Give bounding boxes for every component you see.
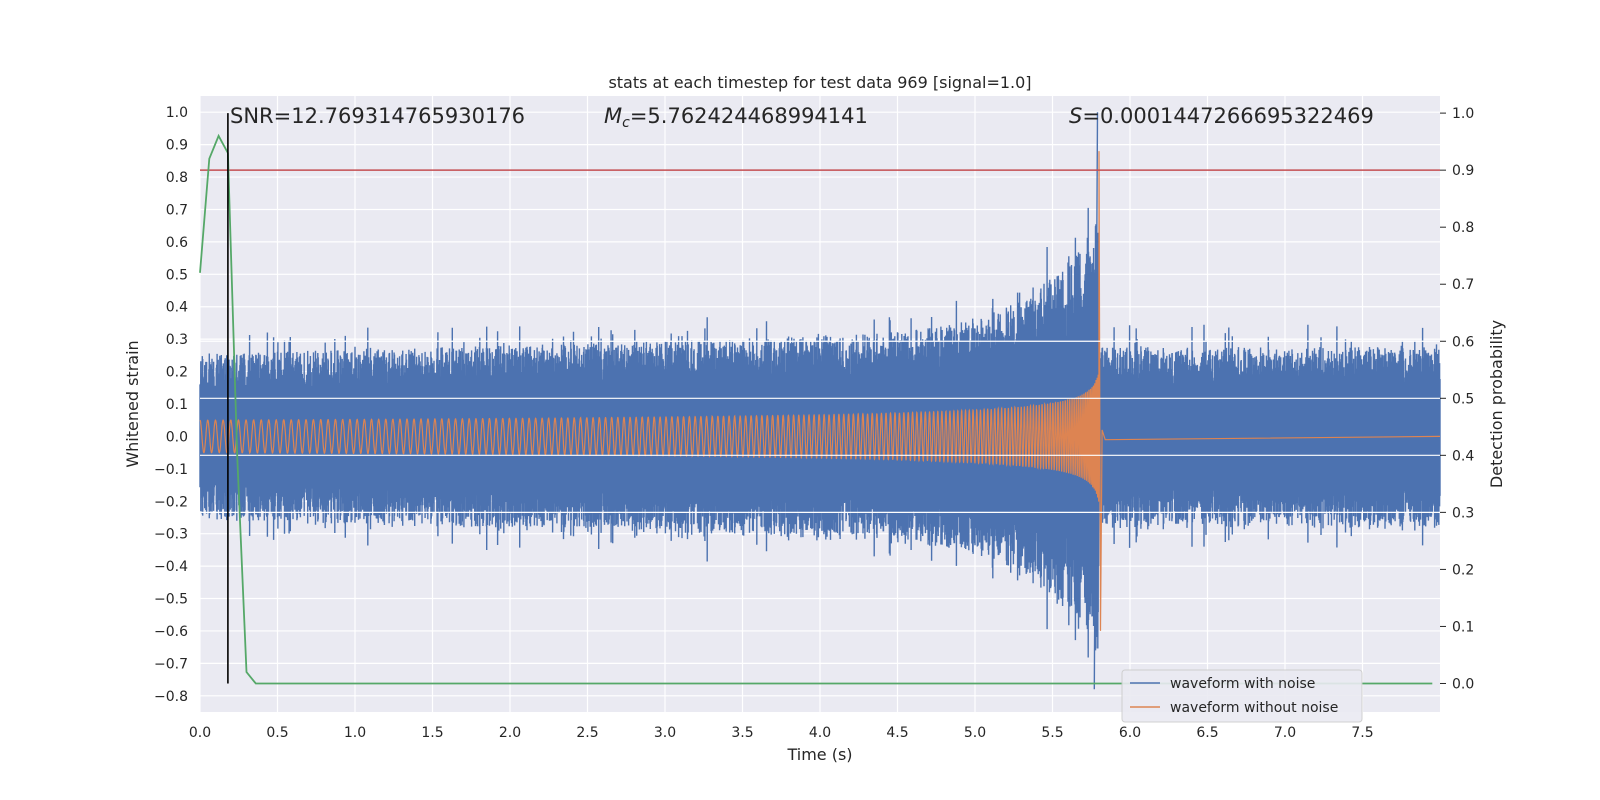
y-left-tick-label: −0.8 — [154, 689, 188, 705]
x-tick-label: 1.0 — [344, 725, 366, 741]
x-tick-label: 3.0 — [654, 725, 676, 741]
x-tick-label: 7.0 — [1274, 725, 1296, 741]
y-left-tick-label: 0.2 — [166, 365, 188, 381]
x-tick-label: 4.0 — [809, 725, 831, 741]
y-right-tick-label: 0.3 — [1452, 505, 1474, 521]
y-left-tick-label: 1.0 — [166, 105, 188, 121]
y-right-tick-label: 0.7 — [1452, 277, 1474, 293]
legend-box — [1121, 669, 1363, 723]
series-detection-probability — [199, 133, 1433, 685]
x-tick-label: 3.5 — [731, 725, 753, 741]
series-waveform-without-noise — [199, 151, 1441, 631]
x-tick-label: 2.0 — [499, 725, 521, 741]
s-annotation: S=0.0001447266695322469 — [1069, 104, 1374, 128]
x-tick-label: 6.5 — [1196, 725, 1218, 741]
y-right-tick-label: 0.9 — [1452, 163, 1474, 179]
y-right-tick-label: 0.6 — [1452, 334, 1474, 350]
x-tick-label: 1.5 — [421, 725, 443, 741]
x-tick-label: 2.5 — [576, 725, 598, 741]
y-left-tick-label: 0.4 — [166, 300, 188, 316]
y-right-tick-label: 0.1 — [1452, 619, 1474, 635]
y-axis-right-title: Detection probability — [1487, 320, 1506, 488]
legend-label-with-noise: waveform with noise — [1170, 676, 1315, 692]
legend: waveform with noise waveform without noi… — [1121, 669, 1363, 723]
x-tick-label: 0.0 — [189, 725, 211, 741]
y-left-tick-label: −0.7 — [154, 656, 188, 672]
y-left-tick-label: 0.8 — [166, 170, 188, 186]
mc-annotation: Mc=5.762424468994141 — [604, 104, 868, 131]
ticks: 0.0 0.5 1.0 1.5 2.0 2.5 3.0 3.5 4.0 4.5 5.0 5.5 6.0 6… — [154, 105, 1474, 741]
y-right-tick-label: 0.2 — [1452, 562, 1474, 578]
x-tick-label: 5.0 — [964, 725, 986, 741]
y-right-tick-label: 0.4 — [1452, 448, 1474, 464]
x-tick-label: 0.5 — [266, 725, 288, 741]
y-left-tick-label: −0.6 — [154, 624, 188, 640]
series-layer — [199, 112, 1441, 690]
y-left-tick-label: 0.5 — [166, 267, 188, 283]
x-tick-label: 7.5 — [1351, 725, 1373, 741]
y-axis-left-title: Whitened strain — [123, 340, 142, 467]
x-axis-title: Time (s) — [786, 745, 852, 764]
chart-title: stats at each timestep for test data 969… — [608, 73, 1031, 92]
y-left-tick-label: −0.2 — [154, 494, 188, 510]
x-tick-label: 5.5 — [1041, 725, 1063, 741]
y-right-tick-label: 0.8 — [1452, 220, 1474, 236]
y-left-tick-label: −0.5 — [154, 592, 188, 608]
y-left-tick-label: 0.1 — [166, 397, 188, 413]
y-right-tick-label: 1.0 — [1452, 106, 1474, 122]
y-right-tick-label: 0.5 — [1452, 391, 1474, 407]
y-left-tick-label: 0.0 — [166, 429, 188, 445]
y-left-tick-label: 0.6 — [166, 235, 188, 251]
snr-annotation: SNR=12.769314765930176 — [230, 104, 525, 128]
y-left-tick-label: −0.3 — [154, 527, 188, 543]
legend-label-without-noise: waveform without noise — [1170, 700, 1338, 716]
y-left-tick-label: −0.4 — [154, 559, 188, 575]
x-tick-label: 6.0 — [1119, 725, 1141, 741]
y-left-tick-label: 0.7 — [166, 202, 188, 218]
x-tick-label: 4.5 — [886, 725, 908, 741]
y-left-tick-label: 0.3 — [166, 332, 188, 348]
y-right-tick-label: 0.0 — [1452, 676, 1474, 692]
y-left-tick-label: −0.1 — [154, 462, 188, 478]
y-left-tick-label: 0.9 — [166, 138, 188, 154]
